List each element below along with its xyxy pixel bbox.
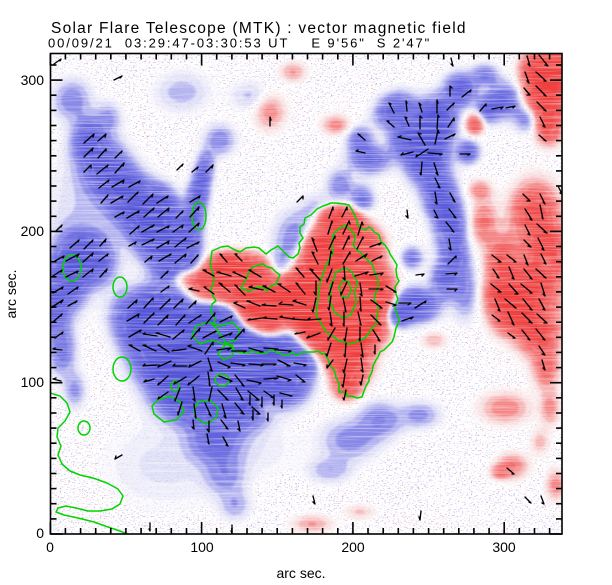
svg-text:300: 300 [21,72,45,88]
svg-text:00/09/21 03:29:47-03:30:53 UT: 00/09/21 03:29:47-03:30:53 UT E 9'56" S … [48,36,431,51]
svg-text:300: 300 [492,539,516,555]
svg-text:100: 100 [190,539,214,555]
svg-text:200: 200 [21,223,45,239]
svg-text:Solar Flare Telescope (MTK) :: Solar Flare Telescope (MTK) : vector mag… [51,20,467,37]
svg-text:arc sec.: arc sec. [3,269,19,318]
svg-text:arc sec.: arc sec. [276,565,325,581]
svg-text:0: 0 [46,539,54,555]
svg-text:100: 100 [21,374,45,390]
svg-text:0: 0 [36,525,44,541]
svg-text:200: 200 [341,539,365,555]
